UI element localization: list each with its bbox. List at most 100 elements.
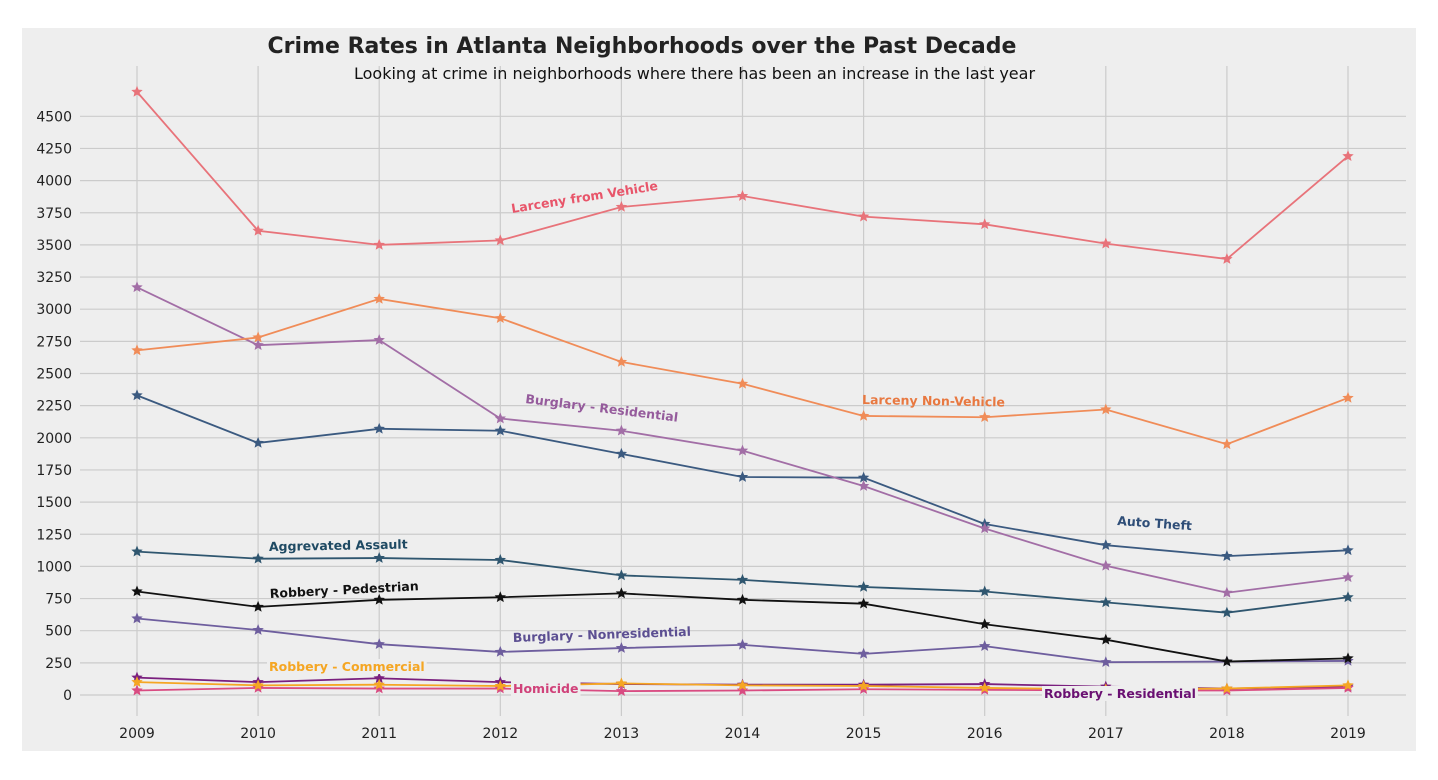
data-point-larceny-from-vehicle xyxy=(131,85,143,97)
data-point-robbery-commercial xyxy=(373,678,385,690)
data-point-larceny-from-vehicle xyxy=(252,224,264,236)
data-point-aggrevated-assault xyxy=(1221,606,1233,618)
data-point-aggrevated-assault xyxy=(494,553,506,565)
series-label: Larceny Non-Vehicle xyxy=(862,392,1005,409)
y-tick-label: 4250 xyxy=(36,141,72,157)
data-point-robbery-pedestrian xyxy=(736,593,749,605)
series-label: Burglary - Nonresidential xyxy=(513,624,692,645)
data-point-larceny-from-vehicle xyxy=(857,210,870,222)
series-label: Auto Theft xyxy=(1117,513,1193,533)
data-point-larceny-from-vehicle xyxy=(736,190,749,201)
data-point-burglary-residential xyxy=(1100,559,1112,571)
data-point-burglary-nonresidential xyxy=(736,638,749,650)
data-point-larceny-non-vehicle xyxy=(494,312,506,324)
y-tick-label: 2750 xyxy=(36,334,72,350)
data-point-burglary-residential xyxy=(252,339,264,351)
series-robbery-pedestrian xyxy=(131,585,1354,667)
data-point-robbery-commercial xyxy=(252,679,264,691)
y-tick-label: 3500 xyxy=(36,238,72,254)
data-point-burglary-nonresidential xyxy=(252,624,264,635)
data-point-auto-theft xyxy=(1342,544,1354,556)
data-point-larceny-non-vehicle xyxy=(1100,403,1112,415)
y-tick-label: 250 xyxy=(45,656,72,672)
label-halo xyxy=(267,659,427,674)
data-point-auto-theft xyxy=(131,389,143,401)
data-point-larceny-non-vehicle xyxy=(1342,391,1354,403)
data-point-robbery-pedestrian xyxy=(494,591,506,603)
data-point-burglary-residential xyxy=(373,334,385,345)
data-point-burglary-nonresidential xyxy=(979,640,991,651)
label-halo xyxy=(1042,686,1198,701)
y-tick-label: 1250 xyxy=(36,527,72,543)
grid-layer xyxy=(80,66,1406,716)
x-tick-label: 2014 xyxy=(725,726,761,742)
data-point-aggrevated-assault xyxy=(615,569,628,581)
data-point-larceny-non-vehicle xyxy=(979,411,991,423)
series-label: Robbery - Pedestrian xyxy=(269,578,419,601)
series-label: Homicide xyxy=(513,681,578,696)
y-tick-label: 3750 xyxy=(36,206,72,222)
x-tick-label: 2012 xyxy=(482,726,518,742)
data-point-aggrevated-assault xyxy=(1100,596,1112,608)
series-auto-theft xyxy=(131,389,1354,561)
chart-subtitle: Looking at crime in neighborhoods where … xyxy=(354,64,1035,83)
data-point-burglary-residential xyxy=(131,281,143,293)
x-tick-label: 2011 xyxy=(361,726,397,742)
data-point-larceny-from-vehicle xyxy=(979,218,991,230)
series-label: Robbery - Commercial xyxy=(269,659,425,674)
data-point-burglary-residential xyxy=(615,424,628,436)
data-point-larceny-from-vehicle xyxy=(373,238,385,250)
y-tick-label: 2000 xyxy=(36,431,72,447)
data-point-aggrevated-assault xyxy=(373,552,385,563)
y-tick-label: 1000 xyxy=(36,559,72,575)
data-point-larceny-from-vehicle xyxy=(1100,237,1112,249)
series-larceny-non-vehicle xyxy=(131,292,1354,450)
data-point-burglary-residential xyxy=(979,522,991,534)
data-point-larceny-from-vehicle xyxy=(494,234,506,246)
data-point-aggrevated-assault xyxy=(857,581,870,592)
data-point-auto-theft xyxy=(736,471,749,482)
y-tick-label: 0 xyxy=(63,688,72,704)
data-point-robbery-pedestrian xyxy=(979,618,991,630)
data-point-larceny-from-vehicle xyxy=(1342,150,1354,161)
label-layer: Larceny from Vehicle Larceny Non-Vehicle B… xyxy=(267,178,1198,701)
data-point-robbery-pedestrian xyxy=(615,587,628,599)
data-point-homicide xyxy=(736,684,749,696)
data-point-auto-theft xyxy=(857,471,870,483)
series-burglary-residential xyxy=(131,281,1354,598)
y-tick-label: 1750 xyxy=(36,463,72,479)
data-point-larceny-from-vehicle xyxy=(615,200,628,212)
data-point-aggrevated-assault xyxy=(736,573,749,585)
data-point-burglary-residential xyxy=(1221,586,1233,598)
chart-title: Crime Rates in Atlanta Neighborhoods ove… xyxy=(268,34,1017,59)
data-point-auto-theft xyxy=(494,424,506,436)
data-point-robbery-commercial xyxy=(615,677,628,689)
data-point-auto-theft xyxy=(252,436,264,448)
data-point-burglary-nonresidential xyxy=(373,638,385,650)
data-point-larceny-non-vehicle xyxy=(615,355,628,367)
data-point-burglary-nonresidential xyxy=(131,612,143,624)
y-tick-label: 3000 xyxy=(36,302,72,318)
y-tick-label: 750 xyxy=(45,592,72,608)
data-point-burglary-residential xyxy=(1342,571,1354,583)
data-point-auto-theft xyxy=(1221,550,1233,561)
data-point-larceny-from-vehicle xyxy=(1221,253,1233,264)
tick-layer: 2009 2010 2011 2012 2013 2014 2015 2016 2017 2018… xyxy=(36,109,1365,742)
data-point-robbery-commercial xyxy=(1221,682,1233,694)
x-tick-label: 2017 xyxy=(1088,726,1124,742)
data-point-burglary-nonresidential xyxy=(1100,656,1112,668)
data-point-homicide xyxy=(615,685,628,696)
series-aggrevated-assault xyxy=(131,545,1354,618)
data-point-robbery-pedestrian xyxy=(252,600,264,612)
data-point-larceny-non-vehicle xyxy=(373,292,385,304)
chart-frame: Larceny from Vehicle Larceny Non-Vehicle B… xyxy=(22,28,1416,751)
data-point-homicide xyxy=(857,683,870,695)
data-point-larceny-non-vehicle xyxy=(857,409,870,421)
x-tick-label: 2018 xyxy=(1209,726,1245,742)
data-point-auto-theft xyxy=(615,447,628,459)
data-point-aggrevated-assault xyxy=(979,585,991,597)
line-chart: Larceny from Vehicle Larceny Non-Vehicle B… xyxy=(36,34,1406,742)
data-point-robbery-commercial xyxy=(857,680,870,691)
data-point-auto-theft xyxy=(373,422,385,434)
x-tick-label: 2009 xyxy=(119,726,155,742)
